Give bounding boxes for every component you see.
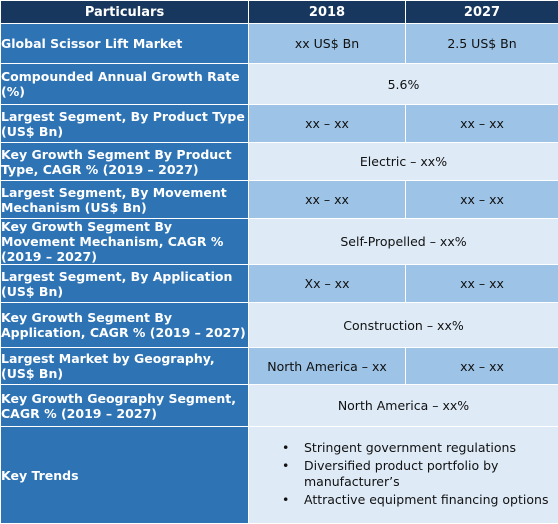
table-row: Largest Segment, By Product Type (US$ Bn… bbox=[0, 104, 558, 143]
value-2018: xx – xx bbox=[248, 180, 406, 219]
value-merged: 5.6% bbox=[248, 63, 558, 105]
key-trends-list: Stringent government regulations Diversi… bbox=[250, 440, 558, 508]
table-row: Key Growth Segment By Application, CAGR … bbox=[0, 302, 558, 348]
key-trends-cell: Stringent government regulations Diversi… bbox=[248, 426, 558, 524]
row-label: Key Growth Segment By Application, CAGR … bbox=[0, 302, 249, 348]
header-row: Particulars 2018 2027 bbox=[0, 0, 558, 24]
table-row: Key Trends Stringent government regulati… bbox=[0, 426, 558, 524]
row-label: Key Growth Segment By Movement Mechanism… bbox=[0, 218, 249, 265]
header-particulars: Particulars bbox=[0, 0, 249, 24]
table-row: Largest Segment, By Movement Mechanism (… bbox=[0, 180, 558, 219]
value-2027: xx – xx bbox=[405, 180, 558, 219]
value-2027: xx – xx bbox=[405, 264, 558, 303]
value-2018: xx – xx bbox=[248, 104, 406, 143]
row-label: Compounded Annual Growth Rate (%) bbox=[0, 63, 249, 105]
row-label: Key Trends bbox=[0, 426, 249, 524]
table-row: Key Growth Geography Segment, CAGR % (20… bbox=[0, 384, 558, 427]
list-item: Attractive equipment financing options bbox=[282, 492, 558, 508]
row-label: Key Growth Segment By Product Type, CAGR… bbox=[0, 142, 249, 181]
header-2018: 2018 bbox=[248, 0, 406, 24]
value-2018: North America – xx bbox=[248, 347, 406, 385]
table-row: Compounded Annual Growth Rate (%) 5.6% bbox=[0, 63, 558, 105]
list-item: Diversified product portfolio by manufac… bbox=[282, 458, 558, 490]
row-label: Largest Segment, By Application (US$ Bn) bbox=[0, 264, 249, 303]
value-merged: Self-Propelled – xx% bbox=[248, 218, 558, 265]
value-2027: xx – xx bbox=[405, 347, 558, 385]
value-2018: Xx – xx bbox=[248, 264, 406, 303]
table-row: Largest Segment, By Application (US$ Bn)… bbox=[0, 264, 558, 303]
table-row: Key Growth Segment By Product Type, CAGR… bbox=[0, 142, 558, 181]
header-2027: 2027 bbox=[405, 0, 558, 24]
value-merged: North America – xx% bbox=[248, 384, 558, 427]
table-row: Global Scissor Lift Market xx US$ Bn 2.5… bbox=[0, 23, 558, 64]
table-row: Key Growth Segment By Movement Mechanism… bbox=[0, 218, 558, 265]
list-item: Stringent government regulations bbox=[282, 440, 558, 456]
row-label: Global Scissor Lift Market bbox=[0, 23, 249, 64]
row-label: Largest Market by Geography, (US$ Bn) bbox=[0, 347, 249, 385]
value-merged: Electric – xx% bbox=[248, 142, 558, 181]
table-row: Largest Market by Geography, (US$ Bn) No… bbox=[0, 347, 558, 385]
value-merged: Construction – xx% bbox=[248, 302, 558, 348]
value-2027: xx – xx bbox=[405, 104, 558, 143]
row-label: Largest Segment, By Product Type (US$ Bn… bbox=[0, 104, 249, 143]
row-label: Key Growth Geography Segment, CAGR % (20… bbox=[0, 384, 249, 427]
row-label: Largest Segment, By Movement Mechanism (… bbox=[0, 180, 249, 219]
value-2027: 2.5 US$ Bn bbox=[405, 23, 558, 64]
value-2018: xx US$ Bn bbox=[248, 23, 406, 64]
